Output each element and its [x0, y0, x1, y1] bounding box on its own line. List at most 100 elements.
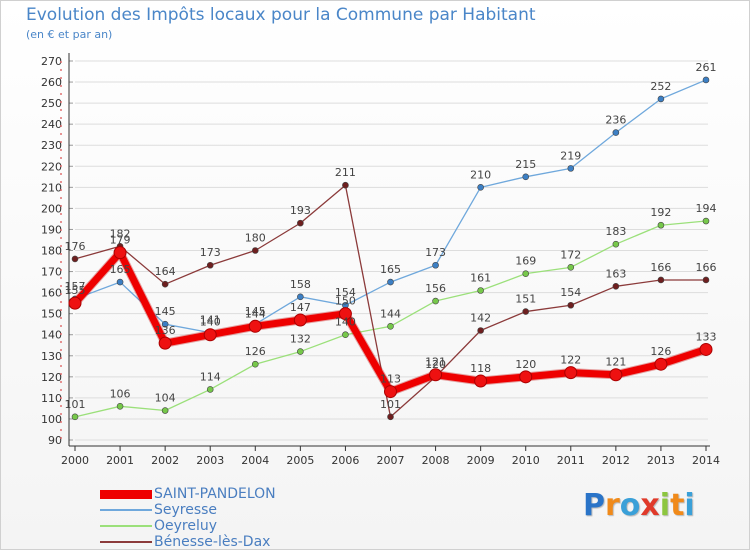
- data-point: [567, 165, 575, 172]
- data-label: 180: [245, 232, 266, 245]
- data-point: [71, 255, 79, 263]
- data-point: [206, 386, 214, 393]
- y-tick-label: 190: [41, 223, 62, 236]
- proxiti-logo: Proxiti: [583, 488, 695, 523]
- x-tick-label: 2002: [151, 454, 179, 467]
- data-point: [432, 261, 439, 269]
- legend-label: SAINT-PANDELON: [154, 486, 276, 502]
- data-label: 114: [200, 370, 221, 383]
- legend-swatch: [100, 489, 152, 499]
- data-point: [702, 76, 710, 84]
- chart-title: Evolution des Impôts locaux pour la Comm…: [26, 5, 536, 25]
- data-point: [158, 336, 172, 350]
- y-tick-label: 110: [41, 392, 62, 405]
- data-point: [251, 360, 259, 368]
- data-label: 165: [110, 263, 131, 276]
- data-label: 194: [696, 202, 717, 215]
- data-label: 151: [515, 293, 536, 306]
- y-tick-label: 200: [41, 202, 62, 215]
- data-label: 215: [515, 158, 536, 171]
- data-point: [71, 413, 79, 421]
- legend-label: Oeyreluy: [154, 518, 218, 534]
- y-tick-label: 140: [41, 329, 62, 342]
- data-label: 150: [335, 295, 356, 308]
- data-label: 192: [650, 206, 671, 219]
- data-label: 140: [335, 316, 356, 329]
- data-point: [612, 240, 620, 248]
- data-label: 182: [110, 227, 131, 240]
- data-point: [384, 385, 397, 399]
- data-point: [297, 348, 304, 355]
- data-label: 211: [335, 166, 356, 179]
- legend: SAINT-PANDELON Seyresse Oeyreluy Bénesse-lè…: [100, 486, 276, 550]
- logo-letter: o: [619, 488, 641, 523]
- data-label: 145: [155, 305, 176, 318]
- data-point: [567, 264, 575, 271]
- y-tick-label: 210: [41, 181, 62, 194]
- data-label: 154: [560, 286, 581, 299]
- y-tick-label: 90: [48, 434, 62, 447]
- data-point: [113, 246, 127, 260]
- data-point: [116, 403, 124, 410]
- data-label: 122: [560, 354, 581, 367]
- data-point: [429, 368, 443, 382]
- y-tick-label: 150: [41, 308, 62, 321]
- x-tick-label: 2014: [692, 454, 720, 467]
- legend-swatch: [100, 541, 152, 543]
- data-label: 120: [425, 358, 446, 371]
- data-label: 106: [110, 387, 131, 400]
- y-tick-label: 230: [41, 139, 62, 152]
- data-label: 166: [650, 261, 671, 274]
- data-point: [699, 342, 713, 356]
- data-label: 219: [560, 149, 581, 162]
- data-point: [657, 221, 665, 229]
- x-tick-label: 2010: [512, 454, 540, 467]
- y-tick-label: 260: [41, 76, 62, 89]
- logo-letter: i: [659, 488, 671, 523]
- data-point: [702, 276, 710, 284]
- data-label: 133: [696, 330, 717, 343]
- data-point: [477, 287, 484, 294]
- data-point: [474, 374, 488, 388]
- data-label: 164: [155, 265, 176, 278]
- data-point: [432, 297, 439, 305]
- y-tick-label: 160: [41, 287, 62, 300]
- data-label: 210: [470, 168, 491, 181]
- data-point: [612, 129, 620, 136]
- data-label: 101: [65, 398, 86, 411]
- x-tick-label: 2000: [61, 454, 89, 467]
- legend-item: Bénesse-lès-Dax: [100, 534, 276, 550]
- data-label: 169: [515, 255, 536, 268]
- data-label: 101: [380, 398, 401, 411]
- data-point: [116, 278, 124, 286]
- data-point: [68, 296, 82, 310]
- data-label: 140: [200, 316, 221, 329]
- data-label: 142: [470, 312, 491, 325]
- data-point: [657, 276, 665, 284]
- data-label: 173: [425, 246, 446, 259]
- data-point: [609, 368, 623, 382]
- data-label: 155: [65, 284, 86, 297]
- y-tick-label: 170: [41, 266, 62, 279]
- data-point: [564, 366, 578, 380]
- data-label: 252: [650, 80, 671, 93]
- x-tick-label: 2004: [241, 454, 269, 467]
- data-point: [342, 331, 349, 339]
- data-label: 157: [65, 280, 86, 293]
- legend-label: Bénesse-lès-Dax: [154, 534, 271, 550]
- data-label: 154: [335, 286, 356, 299]
- data-label: 136: [155, 324, 176, 337]
- data-point: [251, 247, 259, 254]
- legend-item: Oeyreluy: [100, 518, 276, 534]
- y-tick-label: 270: [41, 55, 62, 68]
- data-label: 118: [470, 362, 491, 375]
- data-label: 144: [380, 307, 401, 320]
- legend-item: Seyresse: [100, 502, 276, 518]
- data-label: 183: [605, 225, 626, 238]
- legend-swatch: [100, 509, 152, 511]
- data-point: [342, 181, 349, 189]
- data-point: [161, 407, 169, 414]
- x-tick-label: 2009: [467, 454, 495, 467]
- x-tick-label: 2008: [422, 454, 450, 467]
